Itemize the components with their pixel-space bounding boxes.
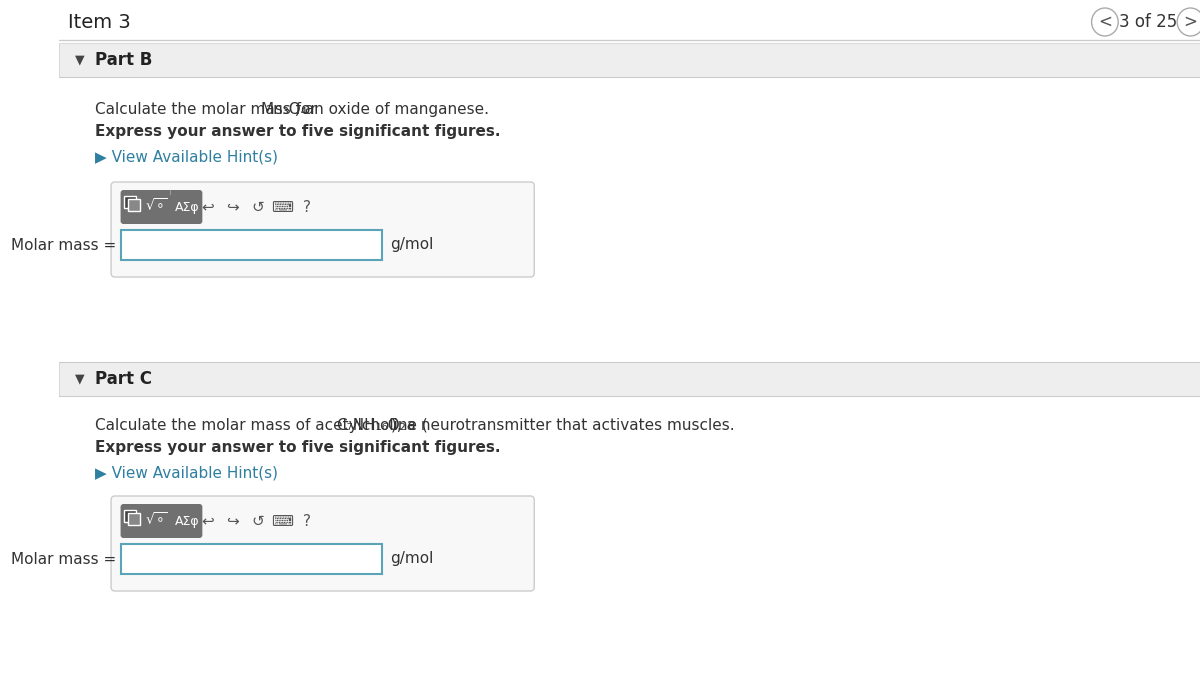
Text: ↺: ↺ [251, 514, 264, 529]
Text: >: > [1183, 13, 1198, 31]
FancyBboxPatch shape [128, 199, 139, 211]
Text: ↪: ↪ [227, 200, 239, 215]
Text: ), a neurotransmitter that activates muscles.: ), a neurotransmitter that activates mus… [391, 418, 734, 433]
Text: Molar mass =: Molar mass = [11, 551, 116, 566]
Text: <: < [1098, 13, 1112, 31]
FancyBboxPatch shape [59, 396, 1200, 684]
Text: g/mol: g/mol [390, 551, 433, 566]
FancyBboxPatch shape [120, 230, 382, 260]
Text: , an oxide of manganese.: , an oxide of manganese. [295, 102, 488, 117]
Text: ↪: ↪ [227, 514, 239, 529]
Text: ▼: ▼ [74, 53, 84, 66]
FancyBboxPatch shape [120, 544, 382, 574]
FancyBboxPatch shape [59, 43, 1200, 77]
FancyBboxPatch shape [172, 504, 203, 538]
Text: Express your answer to five significant figures.: Express your answer to five significant … [95, 124, 500, 139]
Text: Item 3: Item 3 [68, 12, 131, 31]
Text: $\sqrt{\circ}$: $\sqrt{\circ}$ [145, 198, 168, 214]
Text: Mn₃O₄: Mn₃O₄ [260, 102, 307, 117]
FancyBboxPatch shape [172, 190, 203, 224]
Text: ▶ View Available Hint(s): ▶ View Available Hint(s) [95, 150, 278, 165]
Text: Calculate the molar mass of acetylcholine (: Calculate the molar mass of acetylcholin… [95, 418, 427, 433]
Text: ▼: ▼ [74, 373, 84, 386]
Text: ▶ View Available Hint(s): ▶ View Available Hint(s) [95, 466, 278, 481]
Text: $\sqrt{\circ}$: $\sqrt{\circ}$ [145, 512, 168, 529]
Text: 3 of 25: 3 of 25 [1118, 13, 1177, 31]
Text: AΣφ: AΣφ [175, 200, 199, 213]
Text: ↩: ↩ [202, 514, 215, 529]
Text: C₇NH₁₆O₂: C₇NH₁₆O₂ [336, 418, 406, 433]
FancyBboxPatch shape [120, 504, 197, 538]
Text: ?: ? [302, 200, 311, 215]
Text: AΣφ: AΣφ [175, 514, 199, 527]
FancyBboxPatch shape [120, 190, 197, 224]
Text: ?: ? [302, 514, 311, 529]
Text: Calculate the molar mass for: Calculate the molar mass for [95, 102, 322, 117]
Text: ⌨: ⌨ [271, 200, 293, 215]
Circle shape [1177, 8, 1200, 36]
Text: Part B: Part B [95, 51, 152, 69]
FancyBboxPatch shape [59, 77, 1200, 342]
Text: g/mol: g/mol [390, 237, 433, 252]
FancyBboxPatch shape [128, 513, 139, 525]
FancyBboxPatch shape [112, 182, 534, 277]
FancyBboxPatch shape [59, 362, 1200, 396]
Text: Express your answer to five significant figures.: Express your answer to five significant … [95, 440, 500, 455]
Text: ↺: ↺ [251, 200, 264, 215]
Text: ↩: ↩ [202, 200, 215, 215]
Text: Molar mass =: Molar mass = [11, 237, 116, 252]
Text: ⌨: ⌨ [271, 514, 293, 529]
FancyBboxPatch shape [125, 510, 136, 522]
FancyBboxPatch shape [125, 196, 136, 208]
Text: Part C: Part C [95, 370, 152, 388]
FancyBboxPatch shape [112, 496, 534, 591]
Circle shape [1092, 8, 1118, 36]
